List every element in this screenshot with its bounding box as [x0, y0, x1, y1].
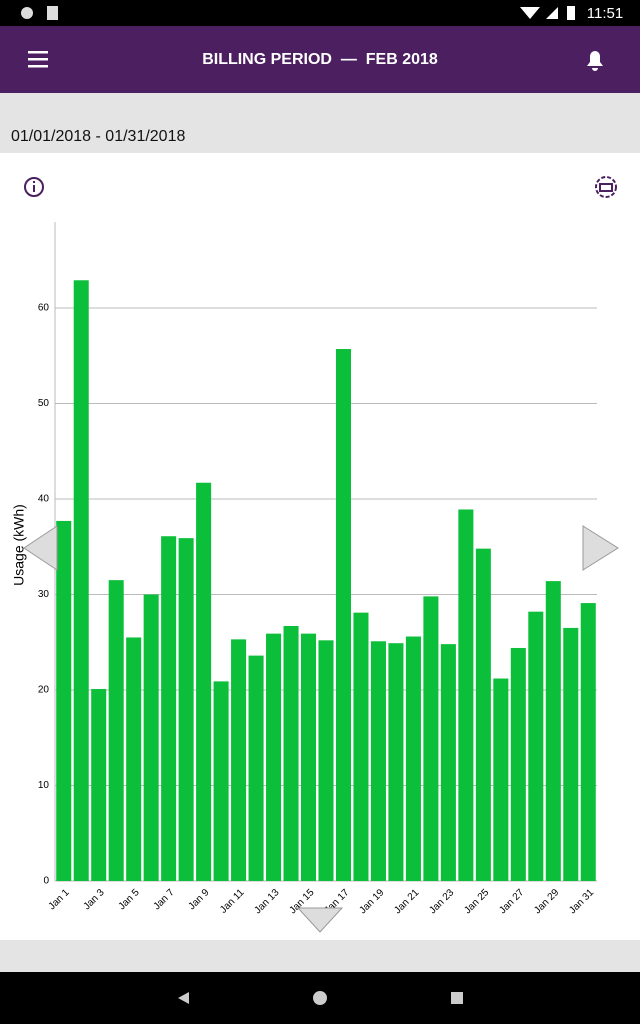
- clock: 11:51: [587, 5, 623, 22]
- bar: [266, 633, 282, 881]
- bar: [528, 611, 544, 881]
- menu-button[interactable]: [28, 51, 48, 68]
- app-bar: [0, 26, 640, 93]
- bar: [458, 509, 474, 881]
- bar: [283, 625, 299, 881]
- previous-period-button[interactable]: [23, 525, 58, 571]
- next-period-button[interactable]: [582, 525, 619, 571]
- bar: [161, 536, 177, 881]
- y-tick-label: 50: [38, 398, 50, 409]
- bar: [510, 647, 526, 881]
- status-icon: [47, 6, 58, 20]
- y-tick-label: 60: [38, 303, 50, 314]
- status-bar: [0, 0, 640, 26]
- y-axis-label: Usage (kWh): [11, 504, 27, 586]
- recents-button[interactable]: [451, 992, 463, 1004]
- bar: [388, 643, 404, 881]
- bar: [335, 349, 352, 881]
- bar: [580, 603, 596, 881]
- bar: [126, 637, 142, 881]
- bar: [196, 482, 212, 881]
- bar: [370, 641, 386, 881]
- signal-icon: [546, 7, 558, 19]
- bar: [73, 280, 89, 882]
- y-tick-label: 0: [43, 876, 49, 887]
- bar: [318, 640, 334, 881]
- date-range: 01/01/2018 - 01/31/2018: [11, 128, 185, 145]
- bar: [353, 612, 369, 881]
- wifi-icon: [520, 7, 540, 19]
- expand-button[interactable]: [296, 907, 344, 933]
- bar: [108, 580, 124, 881]
- info-button[interactable]: [24, 177, 44, 197]
- bar: [475, 548, 491, 881]
- bar: [405, 636, 421, 881]
- bar: [563, 627, 579, 881]
- battery-icon: [567, 6, 575, 20]
- bar: [143, 594, 159, 881]
- y-tick-label: 40: [38, 494, 50, 505]
- y-tick-label: 10: [38, 780, 50, 791]
- notifications-button[interactable]: [587, 51, 603, 71]
- bar: [56, 520, 72, 881]
- back-button[interactable]: [178, 992, 189, 1004]
- y-tick-label: 20: [38, 685, 50, 696]
- bar: [178, 538, 194, 881]
- status-icon: [21, 7, 33, 19]
- y-tick-label: 30: [38, 589, 50, 600]
- bar: [248, 655, 264, 881]
- bar: [440, 644, 456, 881]
- home-button[interactable]: [313, 991, 327, 1005]
- app-title: BILLING PERIOD — FEB 2018: [202, 51, 438, 68]
- chart-settings-button[interactable]: [595, 176, 617, 198]
- bar: [300, 633, 317, 881]
- bar: [213, 681, 229, 881]
- bar: [493, 678, 509, 881]
- bar: [91, 689, 107, 881]
- bar: [423, 596, 439, 881]
- bar: [545, 581, 561, 881]
- bar: [231, 639, 247, 881]
